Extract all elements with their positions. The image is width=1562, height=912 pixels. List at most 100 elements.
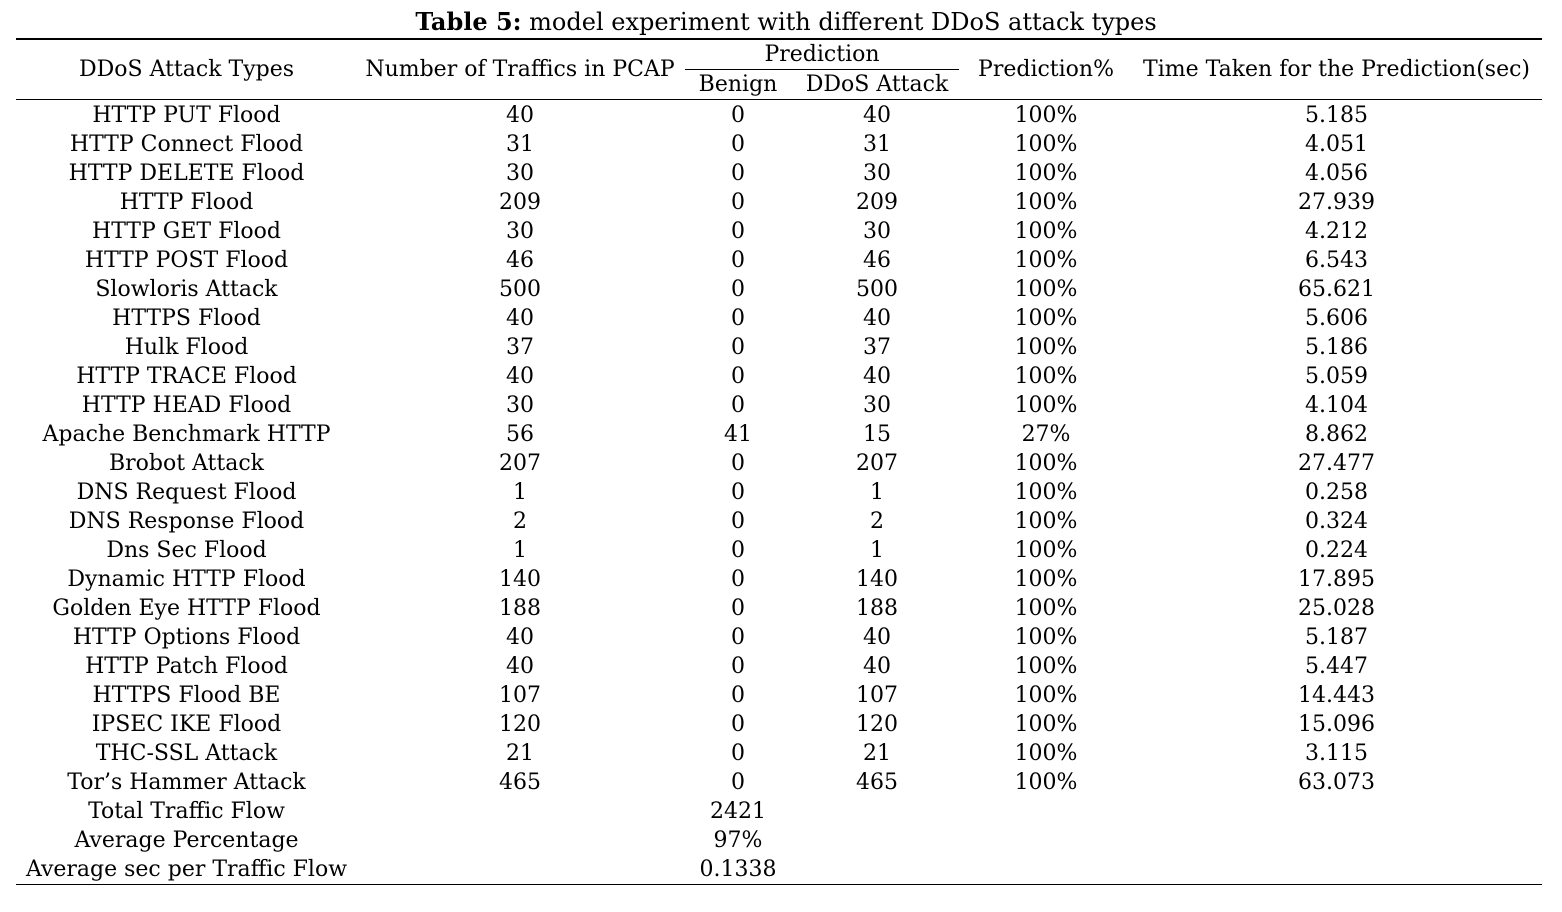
cell-time-taken: 0.324: [1305, 509, 1368, 534]
cell-benign: 0: [731, 538, 745, 563]
cell-attack-type: HTTPS Flood BE: [92, 683, 281, 708]
cell-attack-type: HTTP Flood: [119, 190, 254, 215]
summary-empty-cell: [357, 855, 683, 885]
cell-prediction-pct: 100%: [1014, 132, 1078, 157]
cell-benign: 41: [724, 422, 752, 447]
cell-benign: 0: [731, 451, 745, 476]
cell-time-taken: 25.028: [1298, 596, 1375, 621]
cell-benign: 0: [731, 712, 745, 737]
cell-attack-type: HTTP TRACE Flood: [76, 364, 297, 389]
cell-benign: 0: [731, 277, 745, 302]
cell-benign: 0: [731, 364, 745, 389]
table-row: Brobot Attack 207 0 207 100% 27.477: [16, 449, 1542, 478]
cell-traffic-count: 37: [506, 335, 534, 360]
cell-traffic-count: 107: [499, 683, 541, 708]
table-row: HTTPS Flood BE 107 0 107 100% 14.443: [16, 681, 1542, 710]
cell-ddos-attack: 15: [863, 422, 891, 447]
cell-traffic-count: 40: [506, 364, 534, 389]
cell-attack-type: THC-SSL Attack: [95, 741, 278, 766]
cell-prediction-pct: 100%: [1014, 335, 1078, 360]
cell-benign: 0: [731, 567, 745, 592]
cell-attack-type: Golden Eye HTTP Flood: [52, 596, 321, 621]
table-row: HTTP Connect Flood 31 0 31 100% 4.051: [16, 130, 1542, 159]
table-row: Apache Benchmark HTTP 56 41 15 27% 8.862: [16, 420, 1542, 449]
cell-time-taken: 5.447: [1305, 654, 1368, 679]
summary-value: 2421: [710, 799, 766, 824]
cell-attack-type: DNS Response Flood: [68, 509, 305, 534]
cell-traffic-count: 31: [506, 132, 534, 157]
cell-ddos-attack: 30: [863, 219, 891, 244]
cell-prediction-pct: 100%: [1014, 567, 1078, 592]
cell-benign: 0: [731, 509, 745, 534]
cell-benign: 0: [731, 683, 745, 708]
cell-prediction-pct: 100%: [1014, 393, 1078, 418]
summary-row: Average Percentage 97%: [16, 826, 1542, 855]
summary-label: Total Traffic Flow: [88, 799, 285, 824]
cell-benign: 0: [731, 306, 745, 331]
cell-attack-type: HTTP GET Flood: [92, 219, 281, 244]
cell-benign: 0: [731, 132, 745, 157]
cell-time-taken: 5.186: [1305, 335, 1368, 360]
cell-prediction-pct: 100%: [1014, 219, 1078, 244]
cell-prediction-pct: 100%: [1014, 596, 1078, 621]
table-row: HTTP GET Flood 30 0 30 100% 4.212: [16, 217, 1542, 246]
cell-attack-type: Dns Sec Flood: [106, 538, 267, 563]
cell-attack-type: IPSEC IKE Flood: [91, 712, 282, 737]
table-row: HTTP HEAD Flood 30 0 30 100% 4.104: [16, 391, 1542, 420]
cell-time-taken: 0.224: [1305, 538, 1368, 563]
summary-empty-cell: [961, 855, 1132, 885]
cell-prediction-pct: 27%: [1021, 422, 1071, 447]
cell-ddos-attack: 1: [870, 538, 884, 563]
cell-ddos-attack: 40: [863, 654, 891, 679]
summary-label: Average sec per Traffic Flow: [16, 855, 357, 885]
cell-traffic-count: 1: [513, 480, 527, 505]
cell-ddos-attack: 30: [863, 161, 891, 186]
table-summary: Total Traffic Flow 2421 Average Percentage…: [16, 797, 1543, 885]
cell-prediction-pct: 100%: [1014, 451, 1078, 476]
cell-ddos-attack: 21: [863, 741, 891, 766]
cell-time-taken: 0.258: [1305, 480, 1368, 505]
cell-prediction-pct: 100%: [1014, 364, 1078, 389]
cell-benign: 0: [731, 103, 745, 128]
table-row: HTTP DELETE Flood 30 0 30 100% 4.056: [16, 159, 1542, 188]
cell-benign: 0: [731, 770, 745, 795]
cell-time-taken: 4.056: [1305, 161, 1368, 186]
table-row: HTTP TRACE Flood 40 0 40 100% 5.059: [16, 362, 1542, 391]
summary-empty-cell: [1131, 826, 1542, 855]
cell-attack-type: Apache Benchmark HTTP: [42, 422, 331, 447]
cell-traffic-count: 188: [499, 596, 541, 621]
cell-benign: 0: [731, 335, 745, 360]
cell-attack-type: Brobot Attack: [108, 451, 265, 476]
cell-traffic-count: 56: [506, 422, 534, 447]
summary-label: Average Percentage: [74, 828, 299, 853]
cell-traffic-count: 209: [499, 190, 541, 215]
cell-traffic-count: 1: [513, 538, 527, 563]
cell-ddos-attack: 31: [863, 132, 891, 157]
cell-attack-type: Dynamic HTTP Flood: [67, 567, 306, 592]
table-row: HTTP Options Flood 40 0 40 100% 5.187: [16, 623, 1542, 652]
table-row: HTTP POST Flood 46 0 46 100% 6.543: [16, 246, 1542, 275]
cell-prediction-pct: 100%: [1014, 770, 1078, 795]
cell-traffic-count: 2: [513, 509, 527, 534]
cell-ddos-attack: 46: [863, 248, 891, 273]
cell-traffic-count: 21: [506, 741, 534, 766]
cell-ddos-attack: 37: [863, 335, 891, 360]
cell-attack-type: HTTPS Flood: [112, 306, 261, 331]
header-time-taken: Time Taken for the Prediction(sec): [1131, 39, 1543, 100]
cell-time-taken: 3.115: [1305, 741, 1368, 766]
summary-empty-cell: [1131, 855, 1543, 885]
summary-empty-cell: [357, 797, 683, 826]
cell-prediction-pct: 100%: [1014, 161, 1078, 186]
header-benign: Benign: [683, 70, 793, 100]
header-prediction-pct: Prediction%: [961, 39, 1132, 100]
cell-time-taken: 27.477: [1298, 451, 1375, 476]
table-caption-text: model experiment with different DDoS att…: [529, 8, 1157, 36]
cell-time-taken: 5.185: [1305, 103, 1368, 128]
cell-benign: 0: [731, 161, 745, 186]
cell-attack-type: HTTP Patch Flood: [85, 654, 288, 679]
cell-time-taken: 8.862: [1305, 422, 1368, 447]
document-page: Table 5: model experiment with different…: [16, 0, 1543, 885]
cell-traffic-count: 30: [506, 393, 534, 418]
cell-ddos-attack: 40: [863, 306, 891, 331]
cell-benign: 0: [731, 190, 745, 215]
